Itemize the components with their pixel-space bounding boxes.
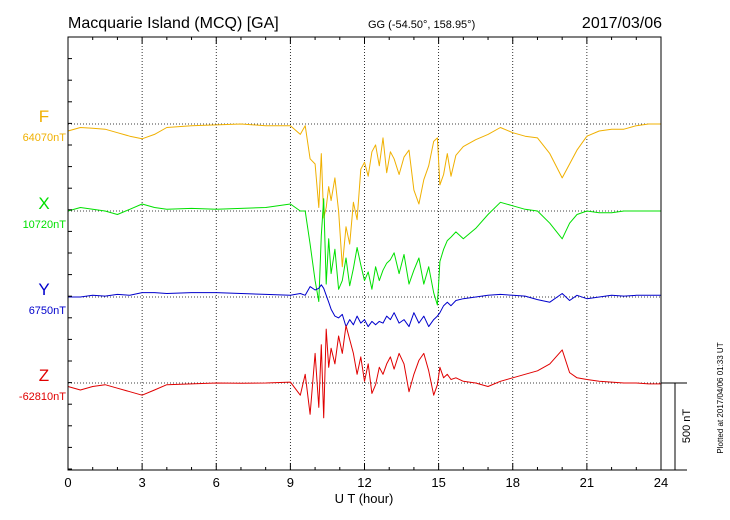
x-axis-label: U T (hour) <box>335 491 394 506</box>
x-tick-label: 15 <box>431 475 445 490</box>
grid-lines <box>141 37 588 470</box>
x-tick-label: 24 <box>654 475 668 490</box>
x-tick-label: 3 <box>139 475 146 490</box>
series-line-y <box>68 284 661 328</box>
station-title: Macquarie Island (MCQ) [GA] <box>68 15 279 32</box>
series-baseline-label-y: 6750nT <box>29 305 67 317</box>
x-tick-label: 18 <box>506 475 520 490</box>
series-line-z <box>67 325 661 419</box>
series-baseline-label-f: 64070nT <box>23 132 67 144</box>
series-line-x <box>67 198 661 306</box>
series-line-f <box>67 123 661 268</box>
series-baseline-label-x: 10720nT <box>23 219 67 231</box>
series-name-z: Z <box>39 366 49 385</box>
x-tick-label: 12 <box>357 475 371 490</box>
series-lines <box>67 123 661 419</box>
series-name-y: Y <box>38 280 49 299</box>
date-label: 2017/03/06 <box>582 15 662 32</box>
x-tick-label: 21 <box>580 475 594 490</box>
series-labels: F 64070nT X 10720nT Y 6750nT Z -62810nT <box>19 107 66 403</box>
series-name-x: X <box>38 194 49 213</box>
x-axis-ticks: 0 3 6 9 12 15 18 21 24 <box>64 36 668 490</box>
scale-bar-label: 500 nT <box>681 409 693 444</box>
scale-bar: 500 nT <box>661 382 693 471</box>
plotted-at-note: Plotted at 2017/04/06 01:33 UT <box>716 342 725 453</box>
series-name-f: F <box>39 107 49 126</box>
x-tick-label: 9 <box>287 475 294 490</box>
x-tick-label: 6 <box>213 475 220 490</box>
coordinates-label: GG (-54.50°, 158.95°) <box>368 19 475 31</box>
x-tick-label: 0 <box>64 475 71 490</box>
series-baseline-label-z: -62810nT <box>19 391 66 403</box>
